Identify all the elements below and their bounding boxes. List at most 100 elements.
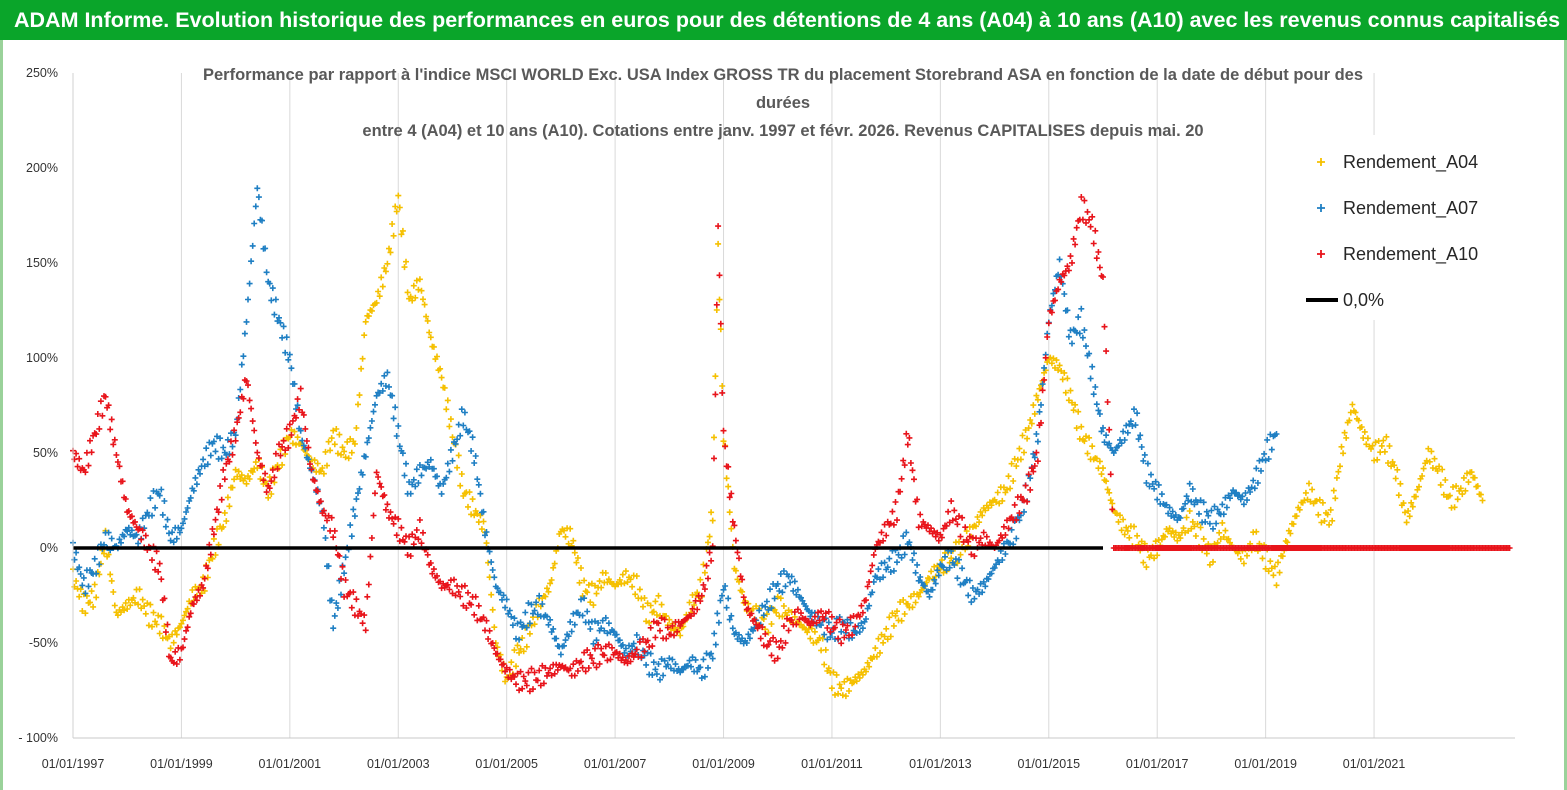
data-point [847,614,854,621]
data-point [155,612,162,619]
data-point [1084,208,1091,215]
data-point [1506,545,1513,551]
data-point [178,620,185,627]
legend-label-a07: Rendement_A07 [1343,198,1478,219]
data-point [461,409,468,416]
data-point [887,569,894,575]
data-point [430,566,437,573]
data-point [931,563,938,570]
data-point [705,664,711,671]
data-point [999,534,1006,541]
data-point [338,451,344,458]
data-point [176,624,183,631]
data-point [486,627,493,634]
data-point [596,578,603,585]
data-point [655,661,662,667]
data-point [1064,307,1071,314]
data-point [1306,480,1312,487]
series-rendement_a10 [70,194,1513,695]
data-point [928,525,935,532]
data-point [209,526,216,532]
data-point [308,466,315,473]
data-point [609,644,615,651]
data-point [451,576,457,583]
data-point [1008,460,1015,467]
data-point [763,611,770,618]
data-point [96,425,103,432]
data-point [158,486,165,493]
data-point [162,629,169,636]
data-point [252,439,259,446]
data-point [1380,437,1387,444]
data-point [392,404,399,411]
data-point [988,570,995,577]
data-point [460,602,467,609]
data-point [1165,510,1172,517]
data-point [581,649,588,656]
data-point [197,592,203,599]
data-point [276,314,282,321]
data-point [663,613,670,620]
data-point [887,633,894,640]
data-point [873,574,880,581]
data-point [802,603,809,610]
data-point [669,656,676,663]
data-point [514,642,521,649]
data-point [1109,506,1116,513]
data-point [1154,496,1161,503]
data-point [571,672,578,679]
data-point [139,515,146,522]
data-point [320,524,327,531]
data-point [255,455,262,461]
data-point [875,635,882,642]
data-point [418,472,425,479]
data-point [348,449,355,456]
data-point [1302,489,1309,496]
data-point [421,301,428,308]
data-point [1352,409,1359,416]
data-point [469,496,476,503]
data-point [277,319,284,326]
data-point [158,613,165,620]
data-point [1236,492,1243,499]
data-point [406,533,413,540]
data-point [190,601,197,608]
data-point [192,594,199,600]
data-point [1416,483,1422,490]
data-point [894,559,900,566]
data-point [954,521,961,528]
data-point [537,682,544,689]
data-point [777,637,784,644]
data-point [646,619,653,626]
data-point [389,221,396,227]
data-point [980,529,987,536]
data-point [590,660,597,667]
data-point [996,500,1003,507]
data-point [890,521,897,528]
legend: Rendement_A04 Rendement_A07 Rendement_A1… [1288,135,1518,320]
data-point [338,591,344,598]
data-point [1058,278,1065,285]
data-point [1200,499,1207,506]
data-point [330,534,337,541]
data-point [1072,241,1079,248]
data-point [1034,396,1041,403]
y-tick-label: 100% [26,351,58,365]
data-point [401,538,408,545]
data-point [372,401,378,408]
data-point [1412,493,1419,500]
data-point [925,522,931,529]
data-point [709,517,716,524]
data-point [1468,469,1475,476]
data-point [1203,508,1210,515]
data-point [268,297,275,304]
data-point [311,477,318,484]
data-point [279,443,286,450]
data-point [1076,330,1083,337]
data-point [715,223,722,230]
data-point [212,448,219,455]
data-point [898,617,905,624]
data-point [386,245,392,252]
data-point [474,476,481,483]
data-point [544,585,550,592]
